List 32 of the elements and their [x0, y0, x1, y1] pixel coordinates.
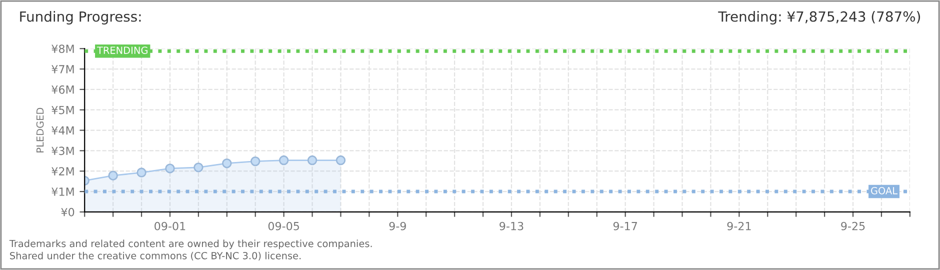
x-tick-label: 9-9	[389, 222, 406, 230]
y-tick-label: ¥1M	[52, 188, 74, 196]
point	[250, 156, 260, 166]
y-tick-label: ¥5M	[52, 106, 74, 114]
ref-line-label: GOAL	[871, 187, 898, 194]
point	[194, 162, 204, 172]
chart-title: Funding Progress:	[20, 11, 141, 24]
point	[336, 155, 346, 166]
x-tick-label: 09-01	[154, 222, 186, 230]
x-tick-label: 9-25	[841, 222, 865, 230]
y-tick-label: ¥2M	[52, 167, 74, 176]
y-axis-title: PLEDGED	[36, 108, 44, 152]
chart-subtitle: Trending: ¥7,875,243 (787%)	[718, 11, 920, 24]
x-tick-label: 9-13	[500, 222, 524, 230]
y-tick-label: ¥0	[61, 208, 74, 216]
ref-line-label: TRENDING	[96, 46, 148, 54]
x-tick-label: 9-17	[613, 222, 637, 230]
point	[108, 170, 118, 180]
point	[307, 155, 318, 166]
point	[165, 164, 175, 174]
text: Shared under the creative commons (CC BY-NC 3.0) license.	[10, 252, 301, 260]
y-tick-label: ¥7M	[52, 65, 74, 74]
y-tick-label: ¥6M	[52, 85, 74, 94]
point	[136, 168, 146, 178]
x-tick-label: 09-05	[268, 222, 299, 230]
x-tick-label: 9-21	[727, 222, 751, 230]
y-tick-label: ¥3M	[52, 146, 74, 156]
y-tick-label: ¥8M	[52, 44, 74, 53]
point	[222, 158, 232, 168]
y-tick-label: ¥4M	[52, 126, 74, 134]
text: Trademarks and related content are owned by their respective companies.	[9, 240, 372, 250]
point	[278, 155, 289, 166]
